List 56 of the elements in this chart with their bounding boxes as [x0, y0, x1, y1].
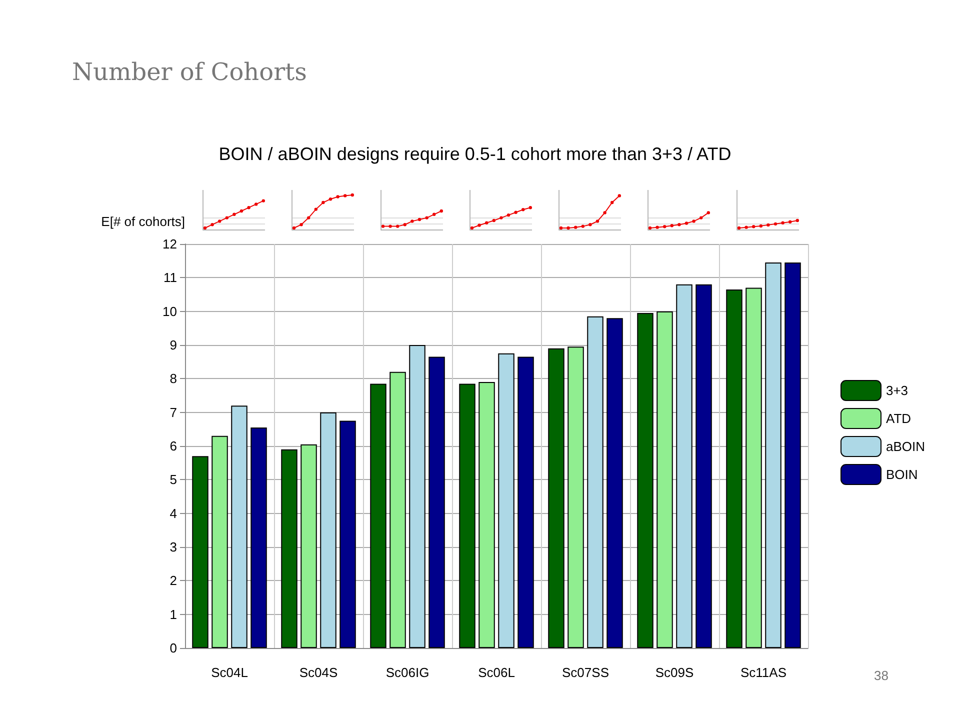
x-tick-label: Sc06L — [478, 665, 515, 680]
x-tick-label: Sc04L — [211, 665, 248, 680]
y-tick-label: 9 — [170, 338, 177, 352]
x-tick-label: Sc09S — [655, 665, 694, 680]
x-tick-label: Sc04S — [299, 665, 338, 680]
legend-label: ATD — [886, 411, 912, 426]
bar — [518, 356, 534, 648]
bar — [746, 288, 762, 648]
bar — [548, 348, 564, 648]
bar — [459, 384, 476, 648]
y-tick-label: 10 — [162, 304, 177, 319]
bar — [478, 382, 495, 648]
bar — [370, 384, 386, 648]
chart-title: Number of Cohorts — [72, 58, 307, 86]
bar — [606, 318, 623, 648]
bar — [765, 262, 782, 648]
x-tick-label: Sc07SS — [562, 665, 610, 680]
text: 38 — [874, 668, 888, 683]
y-tick-label: 1 — [170, 606, 177, 622]
y-tick-label: 0 — [170, 640, 177, 656]
bar — [696, 284, 712, 648]
y-tick-label: 8 — [170, 371, 177, 386]
y-tick-label: 4 — [170, 506, 177, 521]
bar — [587, 316, 604, 648]
bar — [726, 289, 742, 648]
y-tick-label: 11 — [164, 270, 177, 286]
bar — [390, 372, 406, 648]
y-tick-label: 6 — [170, 438, 177, 454]
bar — [784, 262, 801, 648]
y-axis-title: E[# of cohorts] — [101, 214, 185, 229]
bar — [568, 346, 584, 648]
bar — [637, 313, 654, 648]
bar — [320, 412, 336, 648]
x-tick-label: Sc06IG — [386, 665, 430, 680]
legend-label: aBOIN — [886, 439, 926, 454]
bar — [656, 311, 673, 648]
y-tick-label: 5 — [170, 472, 177, 488]
legend-label: BOIN — [886, 467, 918, 482]
bar — [250, 427, 267, 648]
bar — [340, 420, 356, 648]
x-tick-label: Sc11AS — [740, 665, 787, 680]
bar — [192, 456, 208, 648]
legend-label: 3+3 — [886, 383, 908, 398]
chart-subtitle: BOIN / aBOIN designs require 0.5-1 cohort more than 3+3 / ATD — [218, 144, 732, 164]
bar — [281, 449, 298, 648]
y-tick-label: 12 — [162, 236, 177, 252]
bar — [300, 444, 317, 648]
bar — [428, 356, 445, 648]
bar — [498, 353, 514, 648]
y-tick-label: 7 — [170, 404, 177, 420]
bar — [212, 436, 228, 648]
y-tick-label: 2 — [170, 573, 177, 588]
bar — [676, 284, 692, 648]
bar — [231, 406, 248, 648]
y-tick-label: 3 — [170, 540, 177, 554]
bar — [409, 345, 426, 648]
